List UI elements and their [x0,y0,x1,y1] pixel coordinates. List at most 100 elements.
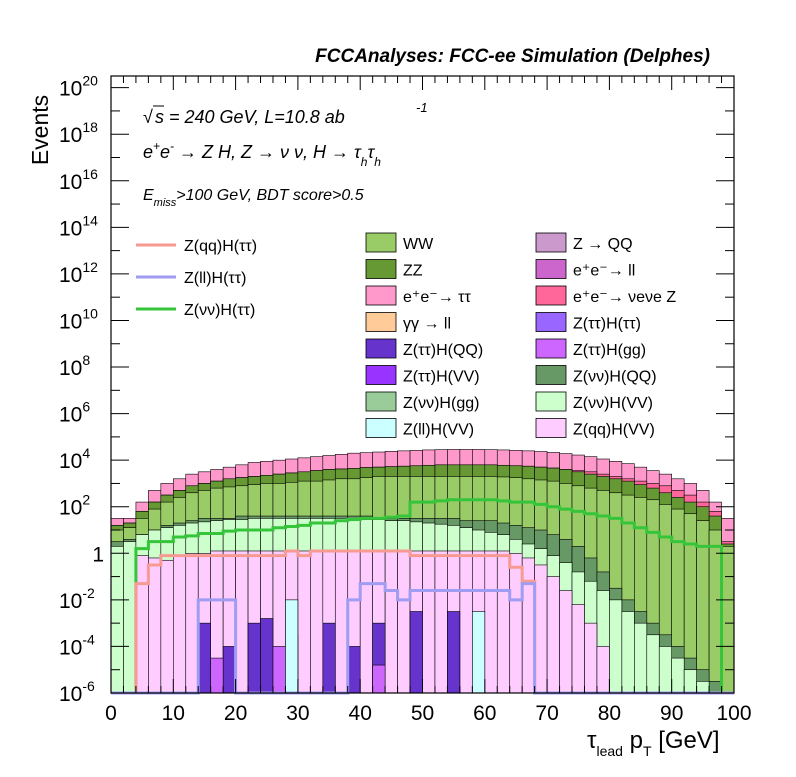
legend-swatch [365,418,397,438]
legend-label: e⁺e⁻→ ττ [403,289,471,306]
bar [359,550,373,694]
bar [447,611,461,694]
legend-label: Z(ττ)H(ττ) [573,316,641,333]
legend-line-label: Z(ll)H(ττ) [184,270,246,287]
bar [596,646,610,694]
legend-swatch [365,338,397,359]
legend-label: WW [403,236,434,253]
legend-swatch [535,365,567,385]
bar [285,599,299,694]
histogram-bars [110,449,735,694]
legend-label: Z(ττ)H(QQ) [403,342,483,359]
legend-line-label: Z(qq)H(ττ) [184,238,257,255]
bar [534,564,548,694]
bar [571,604,585,694]
energy-exponent: -1 [416,100,428,115]
y-tick-exponent: 14 [82,212,98,228]
bar [272,646,286,694]
legend-label: Z(νν)H(QQ) [573,369,657,386]
legend-label: Z(ττ)H(gg) [573,342,646,359]
legend-label: e⁺e⁻→ νeνe Z [573,289,676,306]
bar [459,550,473,694]
bar [434,550,448,694]
signal-line [111,498,734,695]
bar [260,618,274,694]
bar [297,550,311,694]
legend-label: e⁺e⁻→ ll [573,263,635,280]
bar [409,611,423,694]
legend-label: Z → QQ [573,236,633,253]
bar [609,599,623,694]
y-tick-exponent: 10 [82,305,98,321]
legend-swatch [535,338,567,359]
x-tick-label: 0 [105,702,117,725]
bar [646,634,660,694]
energy-label: s = 240 GeV, L=10.8 ab [155,107,345,127]
bar [671,657,685,694]
bar [372,664,386,694]
x-tick-label: 60 [473,702,496,725]
legend-label: Z(ττ)H(VV) [403,369,480,386]
bar [696,681,710,694]
legend-swatch [535,232,567,253]
bar [521,557,535,694]
y-tick-exponent: 2 [82,492,90,508]
bar [110,546,124,694]
y-tick-exponent: 16 [82,166,98,182]
y-tick-exponent: -6 [82,678,95,694]
legend: Z(qq)H(ττ) Z(ll)H(ττ) Z(νν)H(ττ) WW Z → QQ ZZ… [136,232,676,439]
x-tick-label: 20 [224,702,247,725]
bar [509,553,523,694]
bar [160,559,174,694]
bar [397,550,411,694]
bar [546,576,560,694]
y-tick-exponent: 4 [82,445,90,461]
legend-label: γγ → ll [403,316,451,333]
legend-label: Z(ll)H(VV) [403,422,474,439]
bar [634,622,648,694]
legend-swatch [365,365,397,385]
bar [322,622,336,694]
selection-label: Emiss>100 GeV, BDT score>0.5 [143,187,364,209]
bar [708,529,722,694]
y-tick-exponent: 20 [82,73,98,89]
legend-swatch [365,312,397,332]
y-tick-exponent: 6 [82,399,90,415]
bar [123,541,137,694]
legend-label: Z(νν)H(VV) [573,395,653,412]
legend-swatch [365,391,397,412]
bar [484,550,498,694]
x-tick-label: 30 [286,702,309,725]
legend-label: ZZ [403,263,423,280]
y-tick-label: 108 [59,352,90,380]
bar [347,646,361,694]
legend-line-label: Z(νν)H(ττ) [184,302,255,319]
legend-swatch [535,259,567,279]
legend-swatch [535,285,567,306]
x-tick-label: 50 [411,702,434,725]
x-tick-label: 80 [598,702,621,725]
bar [310,550,324,694]
legend-label: Z(qq)H(VV) [573,422,655,439]
legend-swatch [365,285,397,306]
y-tick-exponent: 18 [82,119,98,135]
bar [708,681,722,694]
bar [422,550,436,694]
x-tick-label: 100 [716,702,751,725]
bar [496,550,511,694]
y-tick-label: 10-6 [59,678,95,706]
x-tick-label: 10 [162,702,185,725]
bar [683,669,697,694]
y-tick-label: 106 [59,399,90,427]
bar [559,590,573,694]
bar [584,622,598,694]
y-tick-exponent: 12 [82,259,98,275]
bar [621,611,635,694]
y-tick-exponent: -4 [82,631,95,647]
bar [247,622,261,694]
y-tick-exponent: -2 [82,585,95,601]
bar [148,557,162,694]
legend-swatch [535,391,567,412]
